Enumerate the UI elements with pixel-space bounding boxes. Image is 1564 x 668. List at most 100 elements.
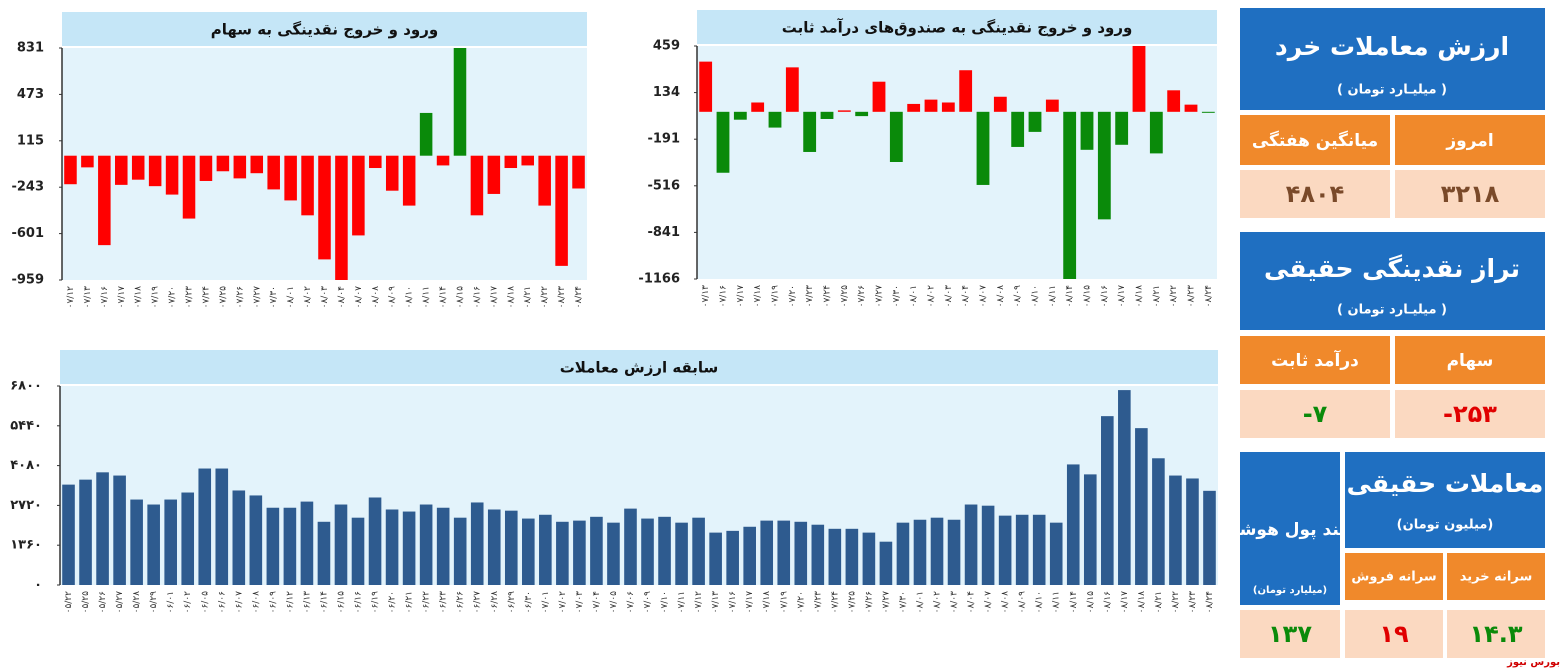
bar (1028, 111, 1042, 132)
bar (539, 514, 552, 585)
x-tick-label: ۰۷/۰۲ (558, 591, 568, 614)
panel-unit: ( میلیـارد تومان ) (1337, 303, 1447, 318)
bar (803, 111, 817, 152)
x-tick-label: ۰۸/۱۷ (1120, 591, 1130, 614)
y-tick-label: 115 (17, 133, 44, 148)
bar (335, 155, 348, 280)
panel-value: ۴۸۰۴ (1286, 180, 1345, 208)
bar (837, 110, 851, 112)
x-tick-label: ۰۷/۰۹ (643, 591, 653, 614)
panel-cell (1395, 170, 1545, 218)
panel-header (1345, 553, 1443, 600)
x-tick-label: ۰۸/۰۴ (337, 286, 347, 309)
bar (317, 521, 331, 585)
panel-unit: (میلیون تومان) (1397, 518, 1494, 533)
x-tick-label: ۰۸/۰۳ (320, 286, 330, 309)
bar (436, 155, 450, 166)
panel-value: ۳۲۱۸ (1441, 180, 1500, 208)
x-tick-label: ۰۷/۲۴ (823, 285, 833, 308)
x-tick-label: ۰۸/۲۳ (557, 286, 567, 309)
bar (726, 530, 739, 585)
x-tick-label: ۰۶/۲۲ (422, 591, 432, 614)
bar (96, 472, 109, 585)
panel-unit: (میلیارد تومان) (1253, 585, 1327, 596)
x-tick-label: ۰۷/۲۳ (813, 591, 823, 614)
header-text: امروز (1445, 131, 1493, 151)
bar (845, 528, 859, 585)
header-text: میانگین هفتگی (1252, 130, 1378, 151)
y-tick-label: -959 (11, 273, 44, 288)
bar (453, 48, 467, 156)
panel-header (1395, 336, 1545, 384)
x-tick-label: ۰۸/۰۲ (933, 591, 943, 614)
x-tick-label: ۰۵/۲۲ (64, 591, 74, 614)
y-tick-label: ۲۷۲۰ (10, 498, 42, 513)
panel-header (1240, 336, 1390, 384)
bar (828, 528, 842, 585)
x-tick-label: ۰۸/۲۲ (1171, 591, 1181, 614)
x-tick-label: ۰۸/۱۶ (1103, 591, 1113, 614)
x-tick-label: ۰۷/۲۰ (168, 286, 178, 308)
x-tick-label: ۰۶/۲۳ (439, 591, 449, 614)
x-tick-label: ۰۷/۱۱ (677, 591, 687, 613)
bar (148, 155, 162, 187)
title-bar (60, 350, 1218, 384)
bar (1167, 90, 1181, 112)
bar (301, 155, 314, 216)
x-tick-label: ۰۷/۱۸ (753, 285, 763, 308)
bar (556, 521, 569, 585)
panel-header (1447, 553, 1545, 600)
bar (233, 155, 247, 179)
x-tick-label: ۰۸/۲۲ (540, 286, 550, 309)
bar (964, 504, 978, 585)
x-tick-label: ۰۸/۱۶ (472, 286, 482, 309)
y-tick-label: 459 (653, 39, 680, 54)
x-tick-label: ۰۷/۲۷ (875, 285, 885, 308)
panel-cell (1345, 610, 1443, 658)
x-tick-label: ۰۸/۰۲ (303, 286, 313, 309)
panel-value: -۷ (1303, 400, 1328, 428)
x-tick-label: ۰۷/۲۰ (796, 591, 806, 613)
x-tick-label: ۰۸/۲۳ (1188, 591, 1198, 614)
bar (924, 99, 938, 112)
bar (199, 155, 213, 181)
x-tick-label: ۰۷/۲۶ (857, 285, 867, 308)
x-tick-label: ۰۶/۲۱ (405, 591, 415, 613)
bar (504, 510, 518, 585)
bar (1203, 490, 1216, 585)
y-tick-label: ۰ (34, 578, 42, 593)
x-tick-label: ۰۷/۲۴ (201, 286, 211, 309)
bar (369, 155, 382, 169)
bar (64, 155, 77, 185)
bar (716, 111, 730, 173)
bar (1135, 428, 1148, 585)
x-tick-label: ۰۸/۱۴ (439, 286, 449, 309)
x-tick-label: ۰۷/۱۳ (701, 285, 711, 308)
panel-value: ۱۳۷ (1268, 620, 1312, 648)
x-tick-label: ۰۷/۱۹ (151, 286, 161, 309)
x-tick-label: ۰۶/۱۳ (302, 591, 312, 614)
x-tick-label: ۰۸/۰۱ (909, 285, 919, 307)
bar (1045, 99, 1059, 112)
x-tick-label: ۰۸/۱۷ (1117, 285, 1127, 308)
bar (352, 155, 365, 236)
bar (733, 111, 747, 120)
x-tick-label: ۰۸/۱۰ (1031, 285, 1041, 307)
x-tick-label: ۰۵/۲۸ (132, 591, 142, 614)
bar (675, 522, 688, 585)
bar (811, 524, 825, 585)
y-tick-label: -601 (11, 226, 44, 241)
bar (1011, 111, 1025, 147)
bar (62, 484, 75, 585)
x-tick-label: ۰۷/۱۲ (694, 591, 704, 614)
bar (453, 517, 467, 585)
plot-area (697, 46, 1217, 279)
bar (555, 155, 568, 266)
x-tick-label: ۰۸/۱۵ (1086, 591, 1096, 614)
x-tick-label: ۰۸/۰۴ (961, 285, 971, 308)
x-tick-label: ۰۸/۲۴ (574, 286, 584, 309)
x-tick-label: ۰۸/۰۴ (967, 591, 977, 614)
bar (300, 501, 314, 585)
bar (419, 112, 433, 156)
bar (538, 155, 551, 206)
